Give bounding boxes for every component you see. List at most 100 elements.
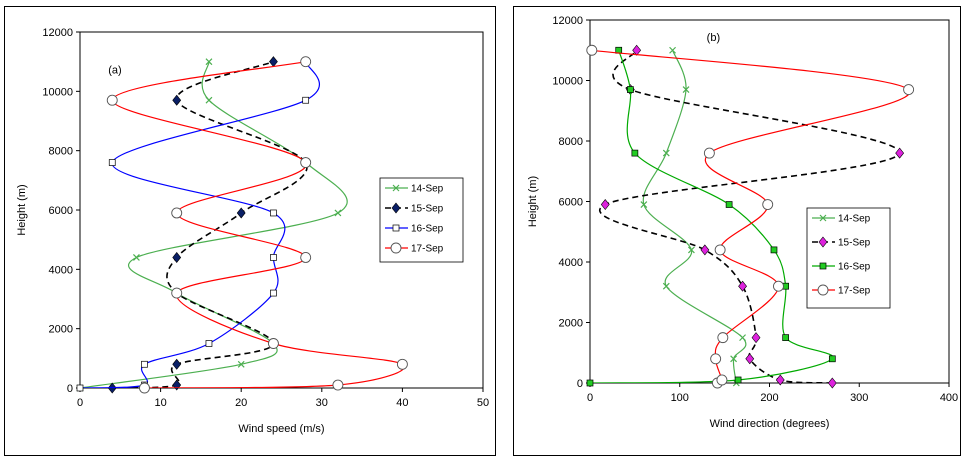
legend-entry-label: 14-Sep [838, 214, 871, 225]
legend: 14-Sep 15-Sep 16-Sep 17-Sep [379, 177, 464, 263]
data-point [714, 244, 726, 256]
series-17-sep [106, 56, 408, 394]
data-point [392, 224, 400, 232]
x-tick-label: 40 [396, 397, 408, 409]
data-point [751, 332, 761, 344]
wind-speed-chart-panel: 0 2000 4000 6000 8000 10000 12000 0 10 20 30 40 50 Wi… [4, 6, 496, 456]
data-point [172, 94, 182, 106]
series-line [112, 60, 308, 388]
legend-entry-label: 15-Sep [411, 204, 444, 215]
data-point [745, 353, 755, 365]
data-point [717, 332, 729, 344]
data-point [300, 56, 312, 68]
series-line [590, 50, 834, 383]
data-point [903, 84, 915, 96]
data-point [391, 202, 401, 214]
y-tick-label: 8000 [49, 146, 73, 158]
series-line [111, 61, 405, 388]
data-point [267, 338, 279, 349]
x-tick-label: 0 [77, 397, 83, 409]
data-point [827, 377, 837, 389]
y-tick-label: 10000 [42, 86, 73, 98]
series-line [642, 50, 747, 383]
data-point [627, 86, 634, 93]
data-point [700, 244, 710, 256]
y-tick-label: 4000 [49, 264, 73, 276]
data-point [302, 96, 310, 104]
data-point [76, 384, 84, 392]
x-axis-label: Wind speed (m/s) [238, 423, 324, 435]
legend-entry-label: 17-Sep [411, 244, 444, 255]
x-tick-label: 30 [316, 397, 328, 409]
y-tick-label: 6000 [559, 197, 583, 209]
data-point [682, 86, 690, 93]
data-point [716, 374, 728, 386]
data-point [669, 46, 676, 54]
data-point [237, 360, 245, 368]
data-point [662, 149, 670, 157]
data-point [662, 282, 670, 290]
data-point [205, 58, 213, 66]
data-point [734, 376, 742, 384]
series-14-sep [640, 46, 747, 387]
data-point [710, 353, 722, 365]
data-point [392, 184, 400, 192]
y-axis-label: Height (m) [527, 176, 539, 227]
x-tick-label: 400 [940, 392, 958, 404]
data-point [139, 382, 150, 394]
x-tick-label: 50 [477, 397, 489, 409]
y-tick-label: 2000 [49, 324, 73, 336]
y-tick-label: 12000 [552, 15, 583, 27]
data-point [172, 251, 182, 263]
data-point [269, 56, 278, 68]
x-tick-label: 100 [671, 392, 689, 404]
data-point [819, 262, 827, 270]
legend-entry-label: 16-Sep [838, 262, 871, 273]
x-tick-label: 20 [235, 397, 247, 409]
wind-direction-chart: 0 2000 4000 6000 8000 10000 12000 0 100 200 300 400… [527, 15, 958, 430]
data-point [770, 246, 778, 254]
wind-direction-chart-panel: 0 2000 4000 6000 8000 10000 12000 0 100 200 300 400… [513, 6, 961, 456]
data-point [687, 246, 695, 254]
data-point [730, 355, 738, 363]
data-point [586, 379, 594, 387]
data-point [332, 379, 344, 391]
data-point [762, 199, 774, 210]
y-tick-label: 8000 [559, 136, 583, 148]
series-line [599, 49, 901, 383]
data-point [300, 157, 312, 168]
panel-label: (b) [707, 32, 720, 44]
x-tick-label: 300 [850, 392, 868, 404]
data-point [703, 147, 715, 159]
data-point [817, 284, 829, 296]
data-point [205, 96, 213, 104]
data-point [818, 236, 828, 248]
data-point [586, 44, 598, 56]
data-point [775, 374, 785, 386]
data-point [725, 201, 733, 208]
data-point [172, 379, 182, 391]
legend-entry-label: 15-Sep [838, 238, 871, 249]
data-point [270, 254, 277, 261]
panel-label: (a) [108, 65, 121, 77]
data-point [205, 340, 213, 347]
data-point [334, 209, 342, 217]
x-tick-label: 200 [760, 392, 778, 404]
series-16-sep [586, 46, 836, 387]
data-point [270, 209, 277, 217]
y-tick-label: 10000 [552, 76, 583, 88]
data-point [270, 289, 277, 297]
legend-entry-label: 16-Sep [411, 224, 444, 235]
data-point [600, 199, 610, 211]
data-point [738, 280, 747, 292]
series-line [80, 61, 348, 388]
data-point [390, 242, 402, 254]
y-tick-label: 0 [67, 383, 73, 395]
data-point [141, 360, 148, 368]
y-tick-label: 6000 [49, 205, 73, 217]
data-point [171, 287, 183, 299]
y-axis-label: Height (m) [16, 184, 28, 235]
data-point [300, 252, 312, 263]
series-17-sep [586, 44, 915, 389]
y-tick-label: 2000 [559, 318, 583, 330]
